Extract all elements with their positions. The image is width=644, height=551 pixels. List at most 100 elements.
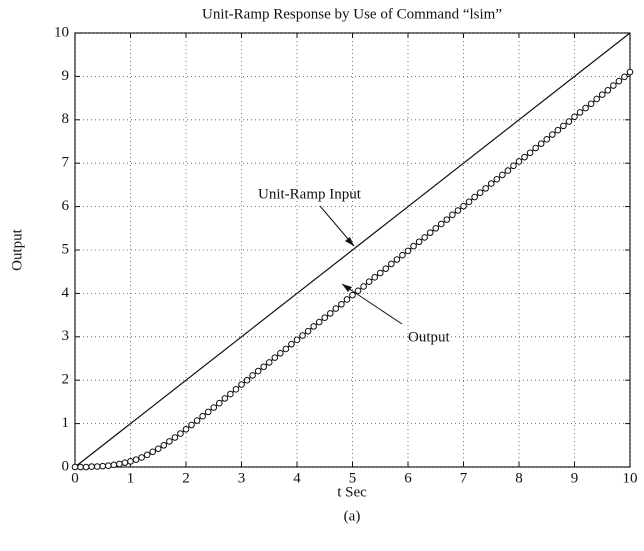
- data-point: [71, 463, 79, 471]
- data-point: [365, 278, 373, 285]
- data-point: [460, 202, 467, 210]
- y-tick-label: 2: [62, 372, 70, 388]
- data-point: [260, 363, 268, 371]
- data-point: [199, 412, 206, 420]
- data-point: [582, 104, 589, 112]
- data-point: [571, 113, 578, 121]
- data-point: [399, 251, 406, 259]
- data-point: [304, 327, 312, 335]
- y-tick-label: 7: [62, 155, 70, 171]
- x-tick-label: 7: [460, 470, 468, 486]
- x-tick-label: 6: [404, 470, 412, 486]
- data-point: [243, 376, 251, 384]
- data-point: [615, 77, 623, 85]
- data-point: [493, 175, 501, 183]
- data-point: [88, 463, 95, 470]
- data-point: [277, 349, 284, 357]
- data-point: [160, 442, 168, 449]
- data-point: [282, 345, 290, 353]
- x-tick-label: 2: [182, 470, 190, 486]
- data-point: [310, 323, 317, 330]
- y-tick-label: 10: [54, 24, 69, 40]
- data-point: [288, 340, 295, 348]
- data-point: [143, 451, 151, 459]
- data-point: [549, 131, 556, 138]
- data-point: [343, 296, 351, 303]
- data-point: [93, 463, 101, 470]
- data-point: [149, 448, 156, 456]
- data-point: [610, 82, 617, 89]
- data-point: [188, 421, 195, 429]
- data-point: [110, 461, 118, 469]
- data-point: [132, 456, 140, 463]
- data-point: [221, 395, 229, 402]
- data-point: [410, 242, 417, 250]
- data-point: [537, 140, 545, 147]
- data-point: [621, 73, 628, 81]
- data-point: [154, 445, 162, 453]
- y-axis-label: Output: [9, 228, 25, 271]
- data-point: [426, 229, 434, 236]
- data-point: [443, 216, 451, 223]
- x-tick-label: 5: [349, 470, 357, 486]
- data-point: [454, 207, 462, 214]
- data-point: [554, 126, 562, 134]
- x-tick-label: 8: [515, 470, 523, 486]
- y-tick-label: 0: [62, 458, 70, 474]
- y-tick-label: 4: [62, 285, 70, 301]
- data-point: [376, 269, 384, 277]
- data-point: [238, 381, 245, 388]
- data-point: [171, 434, 179, 441]
- data-point: [371, 274, 379, 281]
- data-point: [166, 438, 173, 445]
- data-point: [565, 118, 573, 125]
- data-point: [299, 332, 306, 339]
- data-point: [476, 189, 484, 197]
- data-point: [338, 300, 345, 308]
- x-tick-label: 9: [571, 470, 579, 486]
- data-point: [216, 399, 223, 407]
- data-point: [543, 136, 551, 143]
- data-point: [99, 462, 107, 470]
- y-tick-label: 6: [62, 198, 70, 214]
- data-point: [504, 167, 512, 174]
- data-point: [349, 291, 356, 299]
- data-point: [360, 283, 367, 290]
- data-point: [249, 372, 256, 379]
- data-point: [465, 198, 473, 206]
- data-point: [532, 144, 539, 152]
- data-point: [204, 408, 212, 416]
- data-point: [354, 287, 362, 295]
- data-point: [415, 238, 423, 246]
- data-point: [393, 256, 401, 263]
- data-point: [127, 458, 134, 465]
- x-tick-label: 0: [71, 470, 79, 486]
- data-point: [471, 193, 478, 201]
- data-point: [482, 185, 490, 192]
- data-point: [82, 463, 90, 471]
- data-point: [210, 404, 218, 411]
- data-point: [438, 220, 445, 228]
- y-tick-label: 5: [62, 241, 70, 257]
- data-point: [560, 122, 567, 130]
- data-point: [182, 425, 190, 433]
- y-tick-label: 8: [62, 111, 70, 127]
- data-point: [598, 91, 606, 98]
- data-point: [526, 149, 534, 157]
- data-point: [332, 305, 340, 312]
- data-point: [327, 310, 334, 317]
- series-line: [74, 32, 631, 468]
- x-tick-label: 10: [623, 470, 638, 486]
- y-tick-label: 9: [62, 68, 70, 84]
- data-point: [510, 162, 517, 170]
- data-point: [421, 234, 428, 241]
- data-point: [227, 390, 234, 398]
- data-point: [449, 211, 456, 219]
- data-point: [177, 430, 184, 437]
- data-point: [265, 359, 273, 366]
- annotation: Output: [408, 329, 451, 345]
- data-point: [77, 463, 84, 471]
- x-axis-label: t Sec: [337, 484, 367, 500]
- data-point: [116, 460, 123, 468]
